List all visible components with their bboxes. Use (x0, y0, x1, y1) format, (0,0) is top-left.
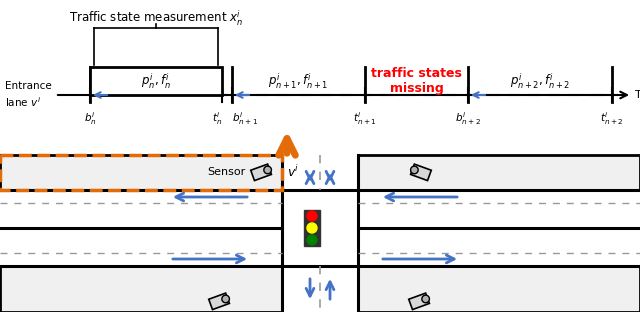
Bar (209, 293, 229, 310)
Text: $t_n^i$: $t_n^i$ (212, 110, 222, 127)
Circle shape (411, 166, 418, 174)
Text: Sensor: Sensor (207, 167, 245, 177)
Text: $b_{n+2}^i$: $b_{n+2}^i$ (455, 110, 481, 127)
Bar (411, 164, 431, 181)
Bar (358, 155, 640, 190)
Text: traffic states
missing: traffic states missing (371, 67, 462, 95)
Bar (90, 67, 222, 95)
Bar (282, 266, 358, 312)
Bar (304, 210, 320, 246)
Bar (0, 155, 282, 190)
Text: Traffic state measurement $x_n^i$: Traffic state measurement $x_n^i$ (69, 8, 243, 28)
Circle shape (222, 295, 229, 303)
Bar (409, 293, 429, 310)
Text: Time: Time (635, 90, 640, 100)
Text: $v^i$: $v^i$ (287, 164, 300, 180)
Bar (0, 155, 282, 190)
Text: $p_{n+2}^i, f_{n+2}^i$: $p_{n+2}^i, f_{n+2}^i$ (510, 71, 570, 91)
Circle shape (307, 235, 317, 245)
Circle shape (422, 295, 429, 303)
Bar (0, 266, 282, 312)
Text: $b_{n+1}^i$: $b_{n+1}^i$ (232, 110, 258, 127)
Circle shape (264, 166, 271, 174)
Bar (282, 155, 358, 190)
Circle shape (307, 223, 317, 233)
Text: $b_n^i$: $b_n^i$ (84, 110, 97, 127)
Text: $p_{n+1}^i, f_{n+1}^i$: $p_{n+1}^i, f_{n+1}^i$ (268, 71, 329, 91)
Bar (251, 164, 271, 181)
Text: $t_{n+2}^i$: $t_{n+2}^i$ (600, 110, 624, 127)
Text: Entrance
lane $v^i$: Entrance lane $v^i$ (5, 81, 52, 109)
Bar (0, 190, 282, 266)
Text: $t_{n+1}^i$: $t_{n+1}^i$ (353, 110, 377, 127)
Bar (358, 266, 640, 312)
Bar (358, 190, 640, 266)
Text: $p_n^i, f_n^i$: $p_n^i, f_n^i$ (141, 71, 171, 91)
Circle shape (307, 211, 317, 221)
Bar (282, 190, 358, 266)
